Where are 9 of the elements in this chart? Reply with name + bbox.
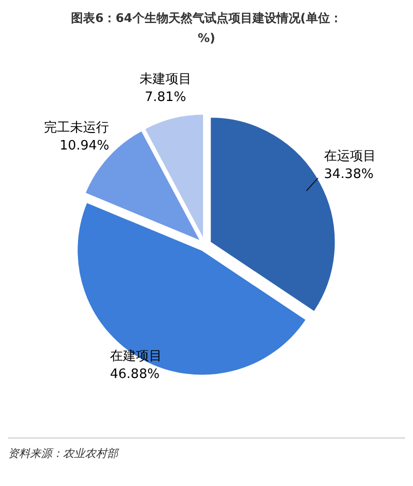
- data-label: 46.88%: [110, 367, 160, 382]
- data-label: 10.94%: [60, 138, 110, 154]
- slice-label: 在运项目: [324, 149, 376, 164]
- slice-label: 未建项目: [139, 72, 192, 87]
- chart-title: 图表6：64个生物天然气试点项目建设情况(单位：%): [71, 11, 342, 45]
- slice-label: 完工未运行: [44, 120, 110, 136]
- data-label: 34.38%: [324, 167, 374, 182]
- text: 资料来源：农业农村部: [8, 447, 120, 460]
- data-label: 7.81%: [144, 90, 186, 105]
